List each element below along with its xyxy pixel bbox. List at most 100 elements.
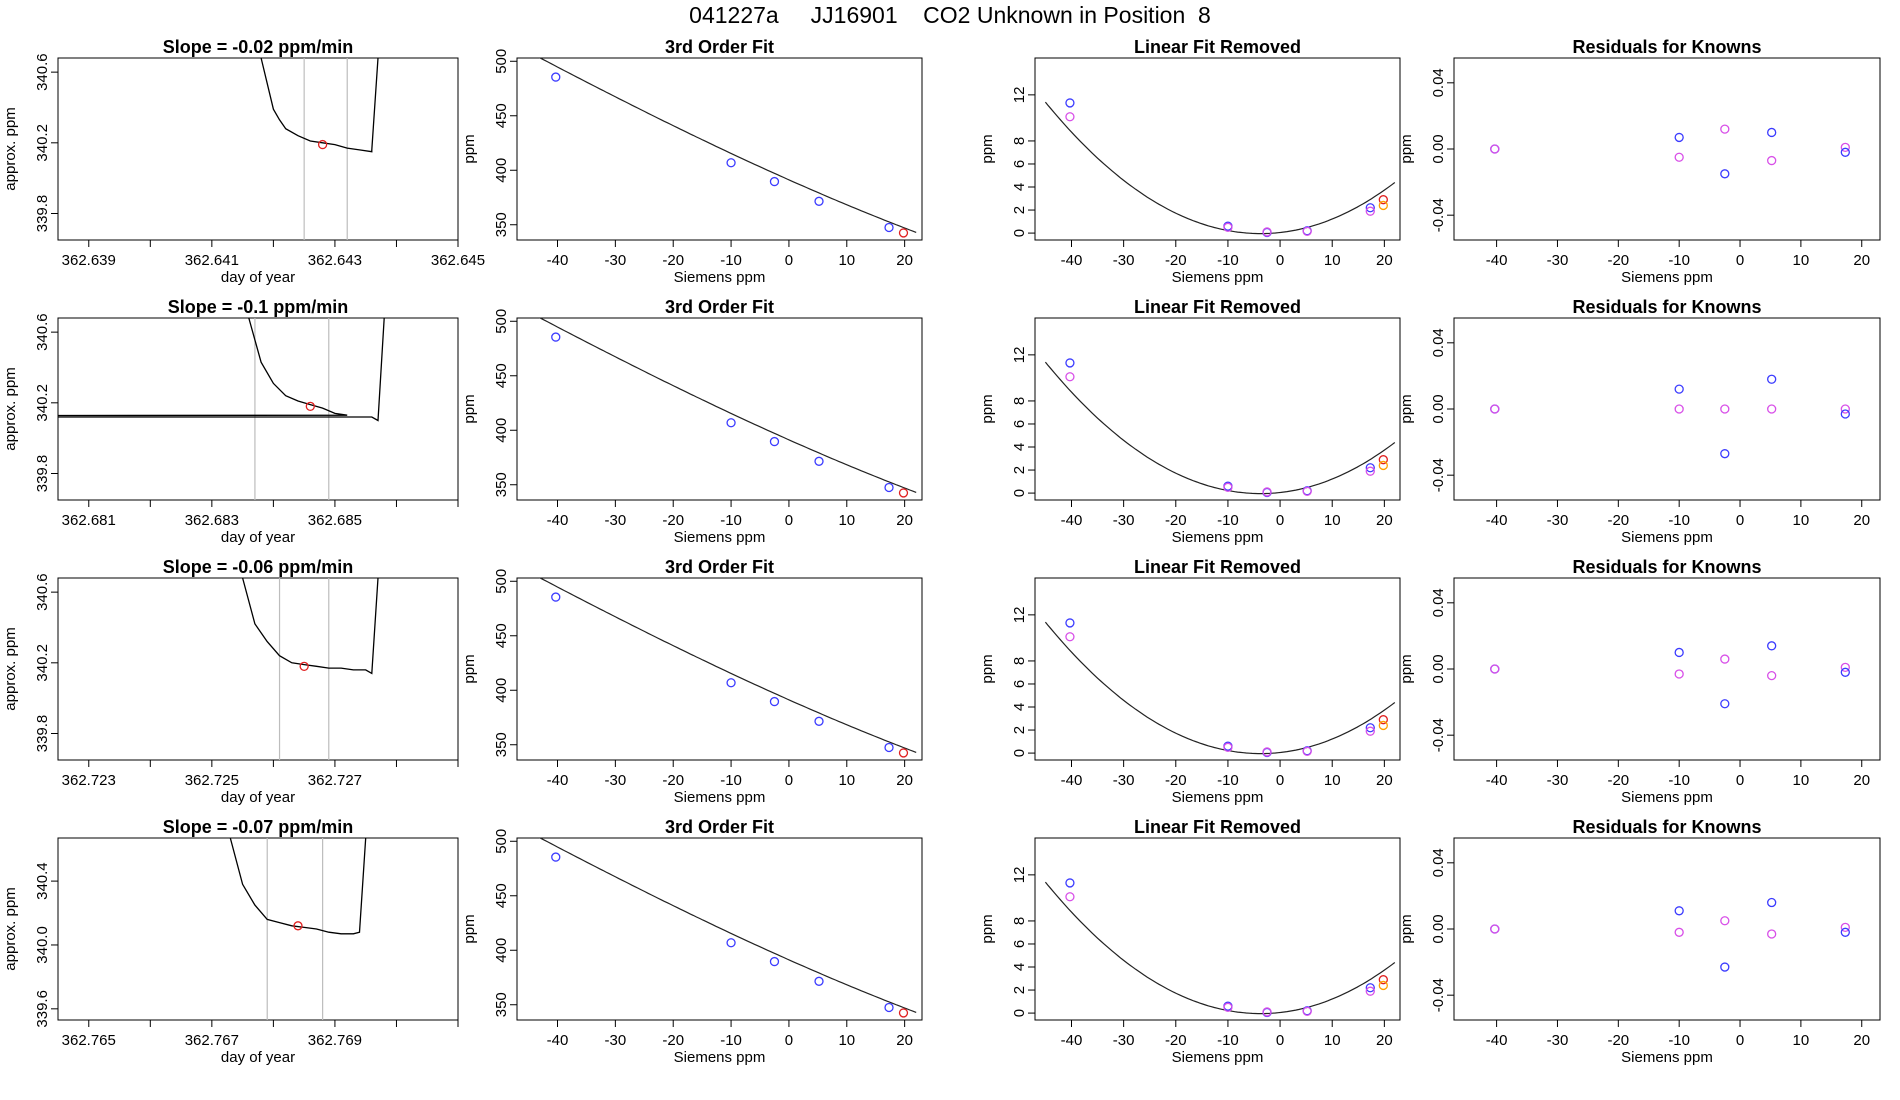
x-tick-label: 362.767 [185, 1032, 239, 1049]
x-tick-label: -20 [1607, 772, 1629, 789]
y-tick-label: 12 [1011, 607, 1028, 624]
data-point [1720, 124, 1730, 134]
x-tick-label: 10 [838, 252, 855, 269]
y-tick-label: 350 [493, 992, 510, 1017]
y-axis-label: approx. ppm [2, 887, 19, 970]
data-point [884, 742, 894, 753]
series-line [58, 318, 385, 422]
y-tick-label: 0.00 [1430, 914, 1447, 943]
plot-area [1490, 641, 1850, 709]
x-tick-label: -30 [605, 512, 627, 529]
x-tick-label: -20 [662, 512, 684, 529]
x-tick-label: -40 [547, 1032, 569, 1049]
y-tick-label: 500 [493, 49, 510, 74]
fit-curve [538, 838, 917, 1013]
x-tick-label: 10 [1793, 772, 1810, 789]
data-point [1223, 222, 1233, 232]
data-point [1674, 404, 1684, 414]
data-point [1365, 463, 1375, 473]
plot-area [1490, 374, 1850, 459]
plot-area [229, 838, 367, 1020]
y-tick-label: 4 [1011, 183, 1028, 191]
panel-title: Slope = -0.1 ppm/min [168, 297, 349, 317]
y-tick-label: 0.04 [1430, 68, 1447, 97]
data-point [1378, 200, 1388, 211]
data-point [1490, 924, 1500, 934]
x-tick-label: -30 [605, 1032, 627, 1049]
x-tick-label: 362.765 [62, 1032, 116, 1049]
x-tick-label: 362.725 [185, 772, 239, 789]
data-point [1840, 922, 1850, 932]
panel-title: Linear Fit Removed [1134, 817, 1301, 837]
x-axis-label: Siemens ppm [1621, 789, 1713, 806]
data-point [726, 418, 736, 428]
x-tick-label: -10 [1217, 1032, 1239, 1049]
x-tick-label: -20 [662, 772, 684, 789]
x-tick-label: 10 [838, 772, 855, 789]
data-point [1065, 632, 1075, 642]
x-tick-label: 362.683 [185, 512, 239, 529]
x-tick-label: 10 [1324, 772, 1341, 789]
x-tick-label: 0 [785, 512, 793, 529]
panel-title: Residuals for Knowns [1572, 557, 1761, 577]
data-point [1674, 669, 1684, 679]
x-axis-label: Siemens ppm [674, 789, 766, 806]
y-tick-label: 450 [493, 103, 510, 128]
y-tick-label: 0.04 [1430, 588, 1447, 617]
x-tick-label: -40 [1486, 512, 1508, 529]
panel-slope-1: Slope = -0.1 ppm/min 362.681 362.683 362.68… [2, 297, 459, 546]
y-tick-label: 340.0 [34, 926, 51, 964]
panel-fit-3: 3rd Order Fit -40 -30 -20 -10 0 10 20 350 400 450 5… [461, 817, 923, 1066]
y-tick-label: 340.2 [34, 384, 51, 422]
y-tick-label: 12 [1011, 87, 1028, 104]
y-tick-label: 350 [493, 472, 510, 497]
x-tick-label: -10 [1668, 512, 1690, 529]
x-tick-label: -40 [1061, 772, 1083, 789]
x-axis-label: Siemens ppm [1172, 529, 1264, 546]
data-point [884, 222, 894, 233]
x-tick-label: -10 [720, 252, 742, 269]
y-axis-label: ppm [979, 654, 996, 683]
x-tick-label: -10 [1668, 772, 1690, 789]
x-tick-label: 0 [1736, 772, 1744, 789]
x-tick-label: 20 [896, 772, 913, 789]
data-point [1065, 878, 1075, 888]
data-point [898, 748, 909, 758]
y-tick-label: 12 [1011, 347, 1028, 364]
panel-title: Slope = -0.07 ppm/min [163, 817, 354, 837]
y-tick-label: 450 [493, 363, 510, 388]
data-point [1302, 1006, 1312, 1017]
y-tick-label: 339.8 [34, 715, 51, 753]
plot-frame [516, 317, 923, 501]
data-point [1365, 723, 1375, 733]
unknown-point [293, 921, 303, 931]
x-tick-label: 20 [1376, 1032, 1393, 1049]
x-tick-label: -20 [1607, 512, 1629, 529]
y-tick-label: 8 [1011, 657, 1028, 665]
data-point [1223, 1002, 1233, 1012]
data-point [1365, 983, 1375, 993]
panel-title: Slope = -0.02 ppm/min [163, 37, 354, 57]
y-tick-label: 0.00 [1430, 394, 1447, 423]
y-tick-label: 6 [1011, 680, 1028, 688]
y-tick-label: 0.00 [1430, 134, 1447, 163]
y-tick-label: 0.04 [1430, 848, 1447, 877]
data-point [1767, 929, 1777, 939]
x-axis-label: Siemens ppm [1621, 1049, 1713, 1066]
data-point [1840, 142, 1850, 152]
data-point [1365, 986, 1375, 996]
data-point [1720, 654, 1730, 664]
x-axis-label: Siemens ppm [1172, 789, 1264, 806]
data-point [551, 332, 561, 342]
x-tick-label: -30 [1113, 512, 1135, 529]
y-tick-label: 450 [493, 623, 510, 648]
data-point [1674, 906, 1684, 916]
y-axis-label: ppm [1398, 134, 1415, 163]
x-tick-label: 0 [1736, 252, 1744, 269]
plot-frame [1453, 577, 1881, 761]
x-tick-label: -10 [1217, 512, 1239, 529]
data-point [769, 436, 780, 447]
data-point [1378, 195, 1388, 205]
x-tick-label: 10 [838, 1032, 855, 1049]
data-point [1223, 482, 1233, 492]
